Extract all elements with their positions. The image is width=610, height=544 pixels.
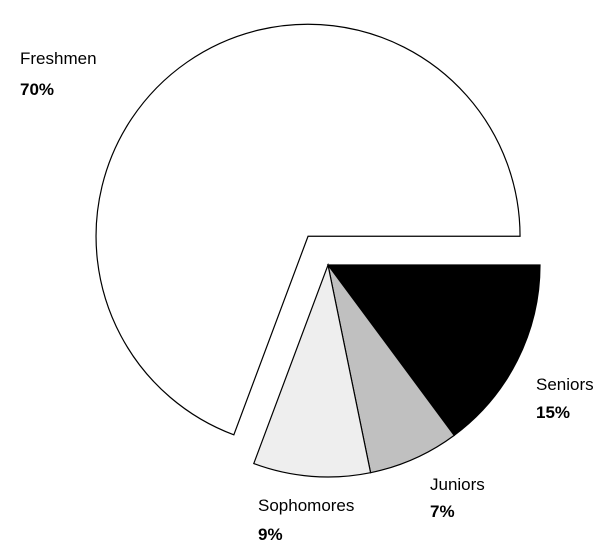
label-name-sophomores: Sophomores (258, 496, 354, 515)
pie-slice-sophomores (253, 262, 372, 478)
label-name-freshmen: Freshmen (20, 49, 97, 68)
label-value-freshmen: 70% (20, 80, 54, 99)
label-name-juniors: Juniors (430, 475, 485, 494)
label-value-juniors: 7% (430, 502, 455, 521)
label-value-seniors: 15% (536, 403, 570, 422)
pie-slice-seniors (326, 264, 541, 437)
label-value-sophomores: 9% (258, 525, 283, 544)
pie-slice-freshmen (95, 23, 521, 436)
label-name-seniors: Seniors (536, 375, 594, 394)
